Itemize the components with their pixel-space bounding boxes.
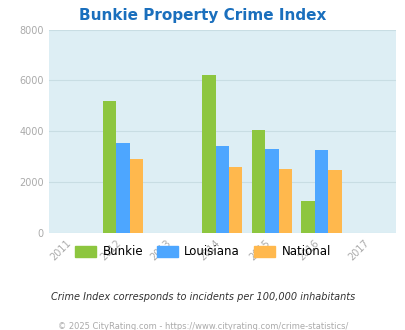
Bar bbox=[103, 101, 116, 233]
Bar bbox=[202, 75, 215, 233]
Bar bbox=[215, 147, 228, 233]
Bar bbox=[116, 143, 130, 233]
Bar bbox=[251, 130, 264, 233]
Bar bbox=[228, 167, 242, 233]
Bar bbox=[278, 170, 291, 233]
Bar bbox=[264, 149, 278, 233]
Text: © 2025 CityRating.com - https://www.cityrating.com/crime-statistics/: © 2025 CityRating.com - https://www.city… bbox=[58, 322, 347, 330]
Bar bbox=[130, 159, 143, 233]
Text: Crime Index corresponds to incidents per 100,000 inhabitants: Crime Index corresponds to incidents per… bbox=[51, 292, 354, 302]
Text: Bunkie Property Crime Index: Bunkie Property Crime Index bbox=[79, 8, 326, 23]
Bar bbox=[301, 201, 314, 233]
Legend: Bunkie, Louisiana, National: Bunkie, Louisiana, National bbox=[70, 241, 335, 263]
Bar bbox=[314, 150, 327, 233]
Bar bbox=[327, 170, 341, 233]
